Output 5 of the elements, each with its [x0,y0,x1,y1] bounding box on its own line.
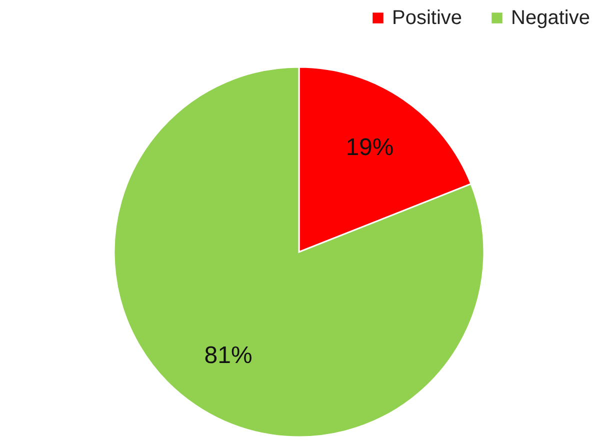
legend-label: Negative [511,7,590,29]
data-label: 19% [346,134,394,161]
legend-label: Positive [392,7,462,29]
pie-slice [113,66,485,438]
data-label: 81% [204,342,252,370]
